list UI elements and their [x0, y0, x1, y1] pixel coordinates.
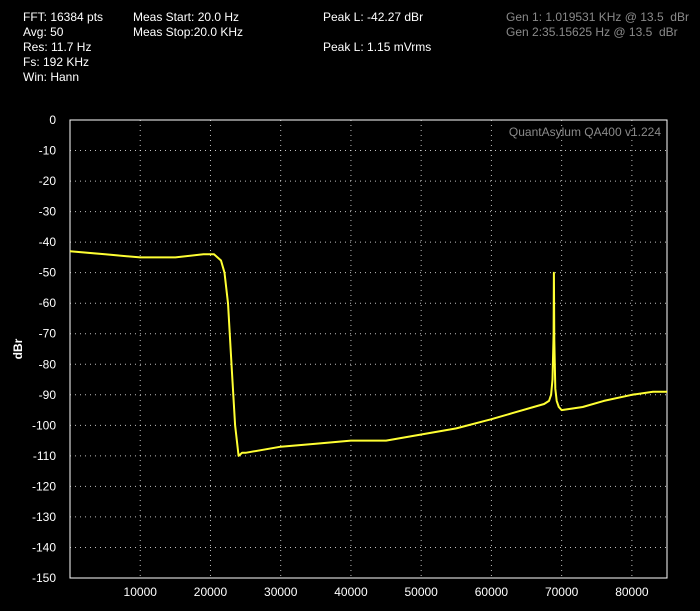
traces: [69, 250, 667, 457]
peak-mvrms-label: Peak L: 1.15 mVrms: [323, 40, 432, 54]
y-tick-label: -40: [39, 235, 57, 249]
sample-rate-label: Fs: 192 KHz: [23, 55, 90, 69]
x-tick-label: 50000: [404, 585, 438, 599]
y-tick-label: -50: [39, 266, 57, 280]
x-tick-label: 80000: [615, 585, 649, 599]
generator-2-label: Gen 2:35.15625 Hz @ 13.5 dBr: [506, 25, 678, 39]
y-tick-label: -60: [39, 296, 57, 310]
y-tick-label: -110: [33, 449, 56, 463]
generator-1-label: Gen 1: 1.019531 KHz @ 13.5 dBr: [506, 10, 689, 24]
y-axis-ticks: 0 -10 -20 -30 -40 -50 -60 -70 -80 -90 -100 -110 -120…: [32, 113, 56, 585]
peak-dbr-label: Peak L: -42.27 dBr: [323, 10, 424, 24]
plot-frame: [69, 119, 668, 579]
x-tick-label: 60000: [475, 585, 509, 599]
meas-stop-label: Meas Stop:20.0 KHz: [133, 25, 244, 39]
y-tick-label: -10: [39, 144, 57, 158]
x-tick-label: 20000: [194, 585, 228, 599]
meas-start-label: Meas Start: 20.0 Hz: [133, 10, 240, 24]
x-tick-label: 70000: [545, 585, 579, 599]
grid: [70, 119, 667, 579]
x-tick-label: 30000: [264, 585, 298, 599]
fft-points-label: FFT: 16384 pts: [23, 10, 104, 24]
y-axis-label: dBr: [11, 338, 25, 359]
x-tick-label: 10000: [124, 585, 158, 599]
watermark: QuantAsylum QA400 v1.224: [509, 125, 661, 139]
y-tick-label: 0: [49, 113, 56, 127]
window-label: Win: Hann: [23, 70, 80, 84]
y-tick-label: -140: [32, 540, 56, 554]
y-tick-label: -30: [39, 205, 57, 219]
x-axis-ticks: 10000 20000 30000 40000 50000 60000 70000 80000: [124, 585, 649, 599]
y-tick-label: -100: [32, 418, 56, 432]
y-tick-label: -150: [32, 571, 56, 585]
resolution-label: Res: 11.7 Hz: [23, 40, 92, 54]
y-tick-label: -20: [39, 174, 57, 188]
spectrum-trace: [69, 250, 667, 457]
x-tick-label: 40000: [334, 585, 368, 599]
averages-label: Avg: 50: [23, 25, 64, 39]
y-tick-label: -120: [32, 479, 56, 493]
y-tick-label: -80: [39, 357, 57, 371]
y-tick-label: -70: [39, 327, 57, 341]
y-tick-label: -130: [32, 510, 56, 524]
y-tick-label: -90: [39, 388, 57, 402]
